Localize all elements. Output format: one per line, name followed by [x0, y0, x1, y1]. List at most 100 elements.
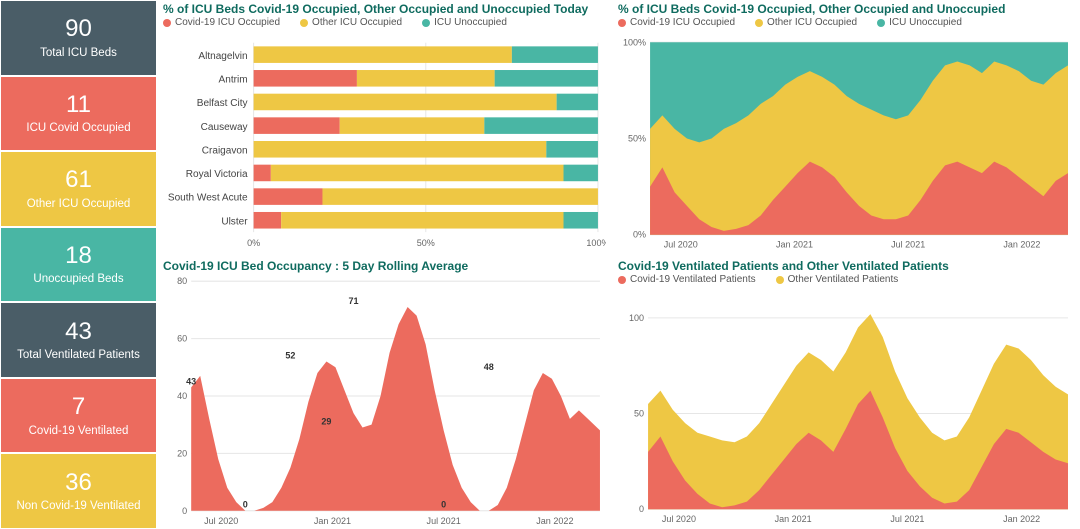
legend-label: Other ICU Occupied [767, 18, 857, 28]
kpi-card: 43 Total Ventilated Patients [1, 303, 156, 377]
svg-text:50%: 50% [417, 238, 435, 248]
svg-text:Craigavon: Craigavon [202, 145, 248, 156]
legend-label: Covid-19 ICU Occupied [175, 18, 280, 28]
legend-item: Covid-19 ICU Occupied [618, 18, 745, 28]
kpi-value: 36 [65, 470, 92, 496]
kpi-label: Other ICU Occupied [27, 198, 131, 211]
panel-hbar-today: % of ICU Beds Covid-19 Occupied, Other O… [157, 0, 612, 257]
svg-text:43: 43 [186, 376, 196, 386]
svg-text:Jan 2022: Jan 2022 [1003, 240, 1040, 250]
legend-swatch [618, 19, 626, 27]
svg-text:29: 29 [321, 417, 331, 427]
legend-label: ICU Unoccupied [889, 18, 962, 28]
kpi-value: 18 [65, 243, 92, 269]
svg-text:South West Acute: South West Acute [168, 193, 248, 204]
svg-text:Jul 2021: Jul 2021 [427, 516, 461, 526]
legend-item: ICU Unoccupied [422, 18, 517, 28]
legend-item: Other ICU Occupied [300, 18, 412, 28]
legend: Covid-19 ICU Occupied Other ICU Occupied I… [163, 18, 606, 30]
svg-text:0: 0 [441, 500, 446, 510]
kpi-value: 7 [72, 394, 85, 420]
kpi-card: 11 ICU Covid Occupied [1, 77, 156, 151]
chart-title: Covid-19 Ventilated Patients and Other V… [618, 259, 1074, 273]
legend-swatch [776, 276, 784, 284]
legend-label: Covid-19 ICU Occupied [630, 18, 735, 28]
kpi-card: 18 Unoccupied Beds [1, 228, 156, 302]
svg-text:52: 52 [285, 351, 295, 361]
svg-text:Jul 2021: Jul 2021 [890, 514, 924, 524]
svg-text:80: 80 [177, 276, 187, 286]
ventilated-chart: 050100Jul 2020Jan 2021Jul 2021Jan 2022 [618, 291, 1074, 527]
svg-text:Altnagelvin: Altnagelvin [198, 51, 247, 62]
svg-text:Jul 2021: Jul 2021 [891, 240, 925, 250]
legend-label: Covid-19 Ventilated Patients [630, 275, 756, 285]
legend-swatch [755, 19, 763, 27]
legend-swatch [877, 19, 885, 27]
svg-text:50%: 50% [628, 133, 646, 143]
svg-text:Ulster: Ulster [221, 216, 248, 227]
svg-text:60: 60 [177, 334, 187, 344]
svg-text:0%: 0% [633, 230, 646, 240]
kpi-card: 36 Non Covid-19 Ventilated [1, 454, 156, 528]
svg-text:Belfast City: Belfast City [197, 98, 248, 109]
svg-text:Jul 2020: Jul 2020 [204, 516, 238, 526]
svg-text:48: 48 [484, 362, 494, 372]
svg-text:Jan 2022: Jan 2022 [1003, 514, 1040, 524]
svg-text:100%: 100% [586, 238, 606, 248]
svg-text:71: 71 [348, 296, 358, 306]
kpi-value: 11 [66, 92, 91, 118]
legend-swatch [300, 19, 308, 27]
legend-swatch [422, 19, 430, 27]
svg-text:0: 0 [639, 504, 644, 514]
panel-rolling: Covid-19 ICU Bed Occupancy : 5 Day Rolli… [157, 257, 612, 529]
kpi-label: Total ICU Beds [40, 47, 117, 60]
kpi-label: Covid-19 Ventilated [29, 425, 129, 438]
chart-title: % of ICU Beds Covid-19 Occupied, Other O… [163, 2, 606, 16]
kpi-card: 90 Total ICU Beds [1, 1, 156, 75]
panel-stacked-area: % of ICU Beds Covid-19 Occupied, Other O… [612, 0, 1080, 257]
kpi-card: 7 Covid-19 Ventilated [1, 379, 156, 453]
svg-text:Jan 2021: Jan 2021 [776, 240, 813, 250]
rolling-chart: 0 20 40 60 80 Jul 2020 Jan 2021 Jul 2021 Jan 202… [163, 275, 606, 527]
svg-text:Causeway: Causeway [201, 122, 248, 133]
kpi-value: 43 [65, 319, 92, 345]
chart-title: Covid-19 ICU Bed Occupancy : 5 Day Rolli… [163, 259, 606, 273]
svg-text:0: 0 [182, 506, 187, 516]
kpi-label: Unoccupied Beds [33, 273, 123, 286]
svg-text:Jan 2021: Jan 2021 [775, 514, 812, 524]
legend-swatch [163, 19, 171, 27]
kpi-value: 61 [65, 167, 92, 193]
legend: Covid-19 ICU Occupied Other ICU Occupied I… [618, 18, 1074, 30]
kpi-label: Non Covid-19 Ventilated [16, 500, 140, 513]
legend-label: Other Ventilated Patients [788, 275, 899, 285]
hbar-chart: 0% 50% 100% Altnagelvin Antrim Belfast City Ca… [163, 34, 606, 255]
svg-text:0: 0 [243, 500, 248, 510]
svg-text:Jan 2022: Jan 2022 [536, 516, 573, 526]
svg-text:Jul 2020: Jul 2020 [664, 240, 698, 250]
panel-ventilated: Covid-19 Ventilated Patients and Other V… [612, 257, 1080, 529]
svg-text:20: 20 [177, 448, 187, 458]
legend-swatch [618, 276, 626, 284]
svg-text:50: 50 [634, 409, 644, 419]
svg-text:Antrim: Antrim [219, 74, 248, 85]
legend: Covid-19 Ventilated Patients Other Ventil… [618, 275, 1074, 287]
svg-text:100%: 100% [623, 37, 646, 47]
legend-item: Covid-19 Ventilated Patients [618, 275, 766, 285]
svg-text:40: 40 [177, 391, 187, 401]
svg-text:Royal Victoria: Royal Victoria [186, 169, 248, 180]
kpi-sidebar: 90 Total ICU Beds 11 ICU Covid Occupied 61 Ot… [0, 0, 157, 529]
svg-text:0%: 0% [247, 238, 260, 248]
legend-item: Covid-19 ICU Occupied [163, 18, 290, 28]
kpi-card: 61 Other ICU Occupied [1, 152, 156, 226]
legend-label: Other ICU Occupied [312, 18, 402, 28]
svg-text:100: 100 [629, 313, 644, 323]
legend-label: ICU Unoccupied [434, 18, 507, 28]
legend-item: ICU Unoccupied [877, 18, 972, 28]
kpi-value: 90 [65, 16, 92, 42]
kpi-label: ICU Covid Occupied [26, 122, 130, 135]
stacked-area-chart: 0% 50% 100% Jul 2020 Jan 2021 Jul 2021 Jan 202… [618, 34, 1074, 255]
legend-item: Other Ventilated Patients [776, 275, 909, 285]
svg-text:Jan 2021: Jan 2021 [314, 516, 351, 526]
kpi-label: Total Ventilated Patients [17, 349, 140, 362]
chart-title: % of ICU Beds Covid-19 Occupied, Other O… [618, 2, 1074, 16]
